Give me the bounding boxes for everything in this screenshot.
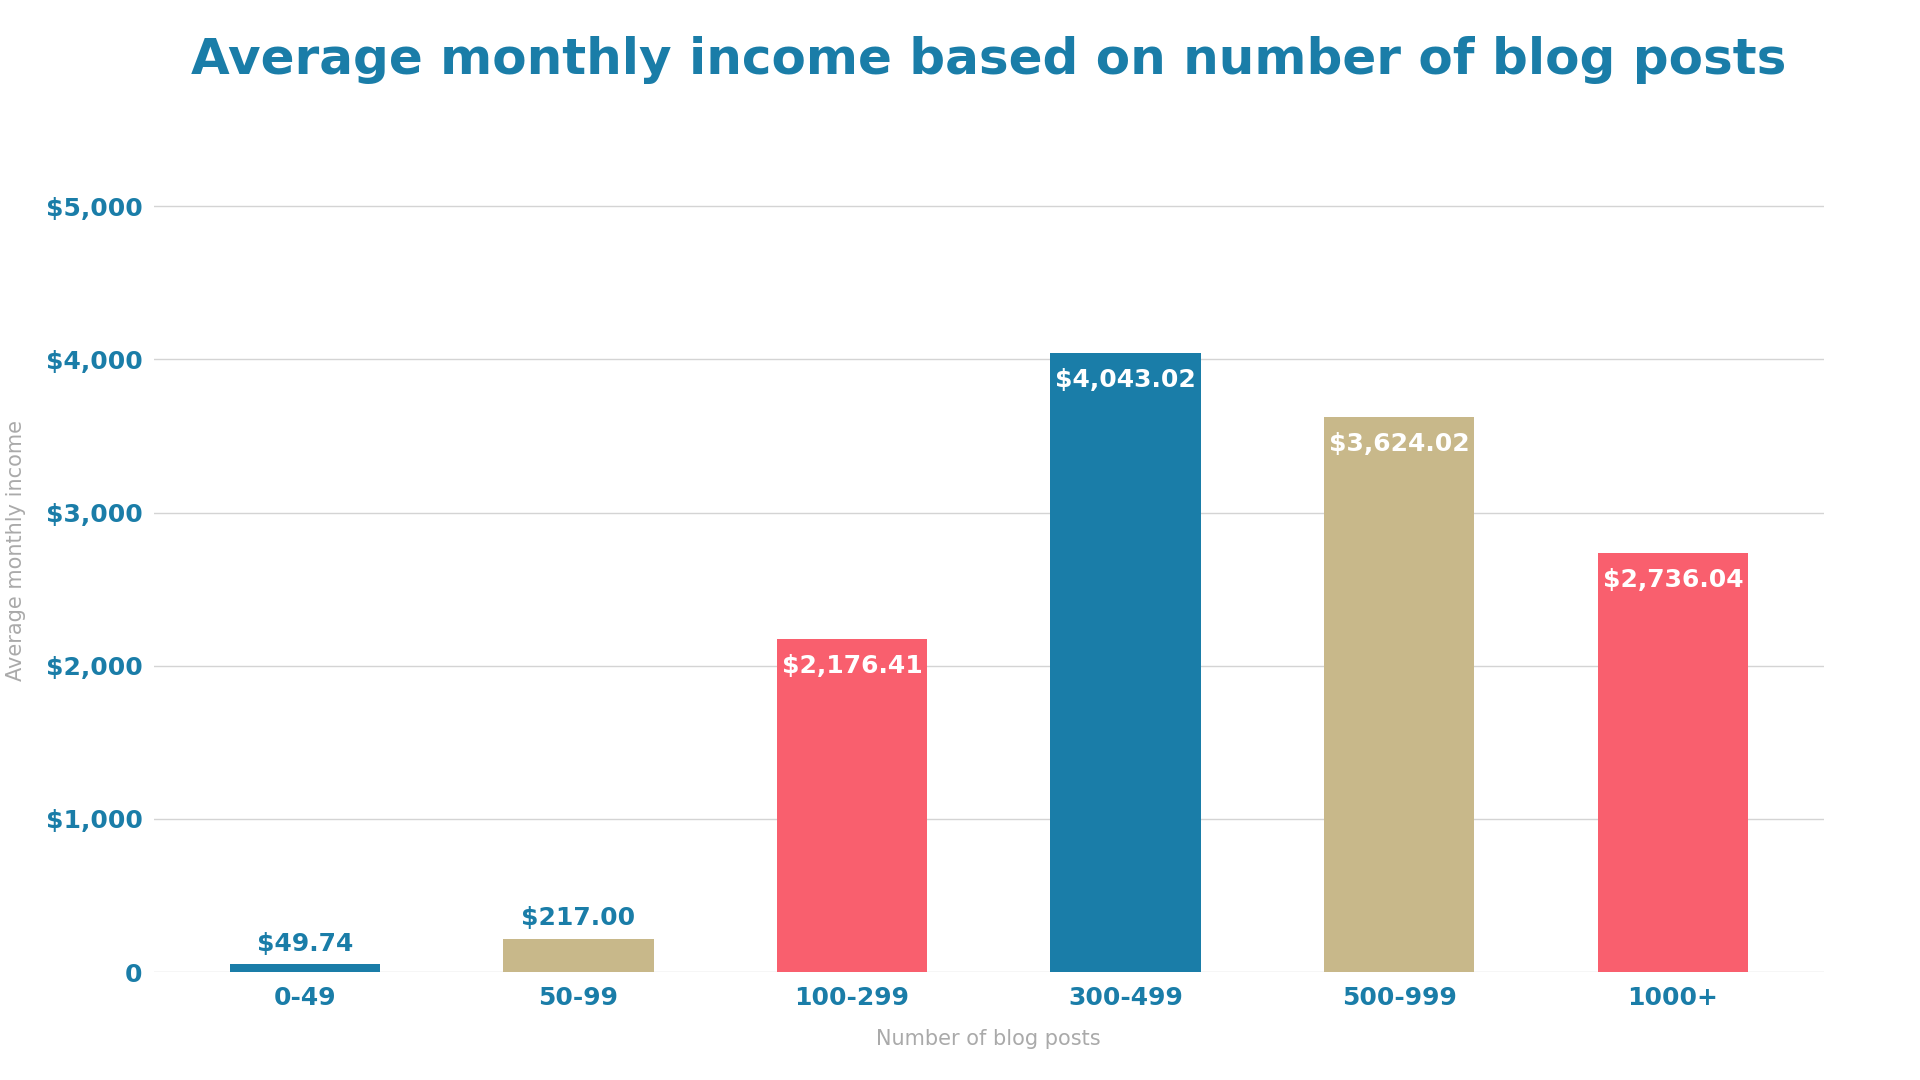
Text: $2,736.04: $2,736.04: [1603, 568, 1743, 592]
Text: $217.00: $217.00: [522, 906, 636, 930]
Text: $3,624.02: $3,624.02: [1329, 432, 1469, 456]
Title: Average monthly income based on number of blog posts: Average monthly income based on number o…: [192, 36, 1786, 84]
Text: $49.74: $49.74: [257, 932, 353, 956]
X-axis label: Number of blog posts: Number of blog posts: [877, 1029, 1100, 1050]
Bar: [1325, 417, 1475, 972]
Bar: [230, 964, 380, 972]
Bar: [503, 939, 653, 972]
Bar: [778, 638, 927, 972]
Y-axis label: Average monthly income: Average monthly income: [6, 420, 27, 681]
Text: $4,043.02: $4,043.02: [1056, 368, 1196, 392]
Bar: [1050, 353, 1200, 972]
Bar: [1597, 553, 1747, 972]
Text: $2,176.41: $2,176.41: [781, 654, 922, 678]
